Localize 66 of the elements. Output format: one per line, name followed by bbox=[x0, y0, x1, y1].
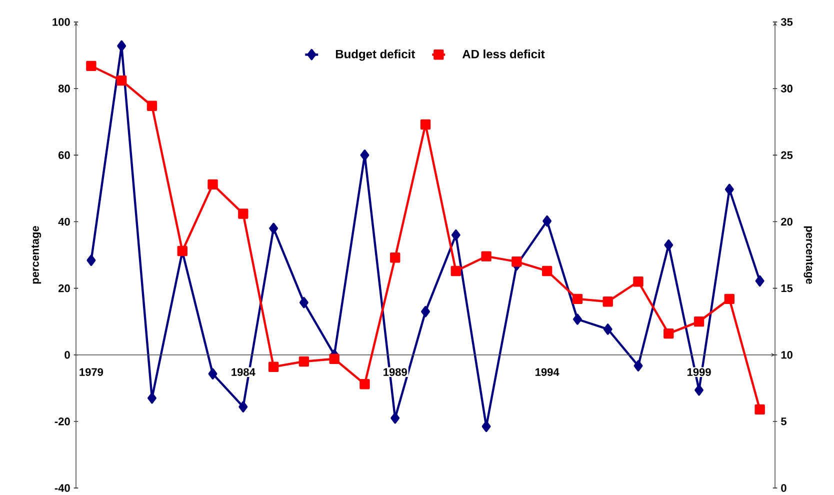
point bbox=[512, 256, 522, 267]
point bbox=[694, 384, 704, 396]
y-tick-label: 100 bbox=[52, 18, 70, 26]
point bbox=[542, 266, 552, 276]
point bbox=[542, 215, 552, 227]
point bbox=[269, 222, 278, 234]
y2-tick-label: 15 bbox=[781, 284, 793, 292]
point bbox=[116, 75, 127, 86]
point bbox=[238, 208, 248, 219]
x-tick-label: 1994 bbox=[536, 368, 560, 376]
point bbox=[360, 379, 370, 390]
point bbox=[421, 306, 430, 318]
point bbox=[208, 368, 218, 380]
y2-tick-label: 35 bbox=[780, 18, 793, 26]
point bbox=[450, 266, 461, 276]
y2-tick-label: 10 bbox=[781, 350, 792, 359]
y-tick-label: -20 bbox=[54, 418, 70, 426]
point bbox=[148, 392, 156, 404]
y-tick-label: 60 bbox=[58, 151, 70, 160]
x-tick-label: 1999 bbox=[687, 368, 711, 376]
y2-tick-label: 25 bbox=[781, 151, 793, 160]
y-tick-label: -40 bbox=[54, 484, 70, 492]
y2-tick-label: 30 bbox=[780, 84, 792, 92]
point bbox=[724, 294, 735, 304]
y2-tick-label: 5 bbox=[781, 418, 786, 426]
y2-axis-title: percentage bbox=[804, 226, 814, 284]
point bbox=[390, 252, 400, 263]
point bbox=[633, 276, 644, 287]
point bbox=[572, 294, 583, 304]
point bbox=[390, 412, 400, 424]
point bbox=[208, 179, 218, 190]
point bbox=[299, 296, 308, 308]
point bbox=[420, 119, 431, 130]
point bbox=[360, 150, 370, 161]
point bbox=[634, 360, 643, 372]
y2-tick-label: 0 bbox=[781, 484, 786, 492]
y-tick-label: 0 bbox=[64, 350, 70, 359]
point bbox=[86, 254, 96, 266]
y2-tick-label: 20 bbox=[781, 218, 792, 226]
y-axis-title: percentage bbox=[32, 226, 42, 284]
y-tick-label: 80 bbox=[58, 84, 70, 92]
point bbox=[694, 316, 704, 327]
legend-label: AD less deficit bbox=[462, 50, 545, 58]
point bbox=[146, 100, 158, 111]
point bbox=[238, 401, 248, 412]
legend-label: Budget deficit bbox=[336, 50, 415, 61]
point bbox=[86, 60, 96, 72]
y-tick-label: 20 bbox=[58, 284, 70, 292]
x-tick-label: 1984 bbox=[232, 368, 256, 376]
y-tick-label: 40 bbox=[58, 218, 70, 226]
x-tick-label: 1989 bbox=[384, 368, 407, 376]
point bbox=[754, 404, 765, 415]
point bbox=[481, 251, 492, 262]
point bbox=[268, 362, 279, 372]
point bbox=[664, 328, 674, 339]
point bbox=[572, 314, 582, 325]
point bbox=[664, 239, 674, 251]
point bbox=[117, 40, 126, 52]
x-tick-label: 1979 bbox=[80, 368, 104, 376]
point bbox=[451, 229, 460, 241]
point bbox=[755, 275, 764, 287]
point bbox=[603, 324, 612, 335]
point bbox=[602, 296, 613, 307]
point bbox=[298, 356, 310, 367]
point bbox=[329, 354, 340, 364]
point bbox=[724, 184, 734, 196]
